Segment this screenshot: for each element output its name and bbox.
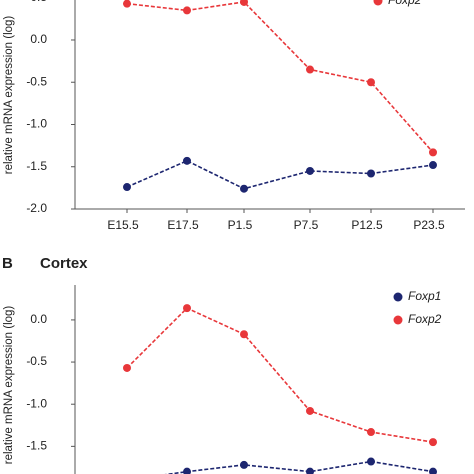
point: [183, 467, 191, 474]
series-line: [126, 307, 434, 443]
point: [183, 156, 191, 165]
y-tick-label: -2.0: [26, 201, 47, 215]
chart-title: Cortex: [40, 255, 88, 272]
point: [306, 406, 314, 415]
point: [306, 65, 314, 74]
point: [123, 0, 131, 8]
y-tick-label: 0.5: [30, 0, 47, 4]
point: [367, 428, 375, 437]
panel-label: B: [2, 255, 13, 272]
legend-label: Foxp2: [388, 0, 422, 7]
point: [429, 438, 437, 447]
y-tick-label: 0.0: [30, 32, 47, 46]
x-tick-label: P23.5: [413, 218, 445, 232]
legend-marker: [393, 292, 403, 302]
y-tick-label: 0.0: [30, 312, 47, 326]
series-line: [126, 1, 434, 153]
x-tick-label: E17.5: [167, 218, 199, 232]
y-tick-label: -0.5: [26, 74, 47, 88]
y-tick-label: -1.0: [26, 117, 47, 131]
y-tick-label: -1.5: [26, 159, 47, 173]
series-line: [164, 460, 434, 474]
x-tick-label: P1.5: [228, 218, 253, 232]
series-line: [126, 159, 434, 190]
point: [240, 0, 248, 6]
y-tick-label: -0.5: [26, 354, 47, 368]
x-tick-label: P7.5: [294, 218, 319, 232]
point: [429, 161, 437, 170]
point: [240, 460, 248, 469]
point: [367, 457, 375, 466]
point: [183, 6, 191, 15]
point: [123, 363, 131, 372]
y-axis-label: relative mRNA expression (log): [3, 16, 15, 175]
y-tick-label: -1.5: [26, 439, 47, 453]
point: [306, 467, 314, 474]
x-tick-label: E15.5: [107, 218, 139, 232]
point: [240, 330, 248, 339]
y-axis-label: relative mRNA expression (log): [3, 306, 15, 465]
point: [306, 166, 314, 175]
legend-marker: [373, 0, 383, 6]
legend-label: Foxp1: [408, 289, 441, 303]
point: [123, 183, 131, 192]
point: [367, 78, 375, 87]
legend-marker: [393, 315, 403, 325]
point: [429, 467, 437, 474]
point: [183, 304, 191, 313]
point: [429, 148, 437, 157]
y-tick-label: -1.0: [26, 396, 47, 410]
point: [240, 184, 248, 193]
legend-label: Foxp2: [408, 312, 442, 326]
point: [367, 169, 375, 178]
x-tick-label: P12.5: [351, 218, 383, 232]
